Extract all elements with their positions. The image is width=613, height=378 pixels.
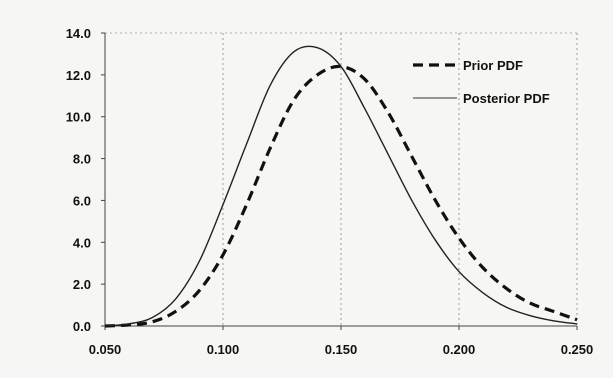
legend-label: Prior PDF: [463, 58, 523, 73]
x-tick-label: 0.050: [89, 342, 122, 357]
x-tick-label: 0.150: [325, 342, 358, 357]
series-lines: [104, 45, 578, 328]
legend: Prior PDF Posterior PDF: [413, 58, 550, 106]
prior-pdf-line: [104, 64, 578, 328]
y-tick-label: 0.0: [73, 319, 91, 334]
x-tick-label: 0.250: [561, 342, 594, 357]
y-tick-label: 4.0: [73, 235, 91, 250]
x-tick-label: 0.100: [207, 342, 240, 357]
x-tick-label: 0.200: [443, 342, 476, 357]
y-tick-label: 10.0: [66, 110, 91, 125]
y-tick-label: 8.0: [73, 152, 91, 167]
y-tick-label: 6.0: [73, 193, 91, 208]
y-tick-label: 12.0: [66, 68, 91, 83]
y-tick-label: 14.0: [66, 26, 91, 41]
legend-label: Posterior PDF: [463, 91, 550, 106]
posterior-pdf-line: [104, 45, 578, 327]
gridlines: [105, 32, 578, 326]
axes: [101, 32, 578, 330]
tick-labels: 0.0 2.0 4.0 6.0 8.0 10.0 12.0 14.0 0.050 0.100 0.1…: [66, 26, 594, 357]
y-tick-label: 2.0: [73, 277, 91, 292]
